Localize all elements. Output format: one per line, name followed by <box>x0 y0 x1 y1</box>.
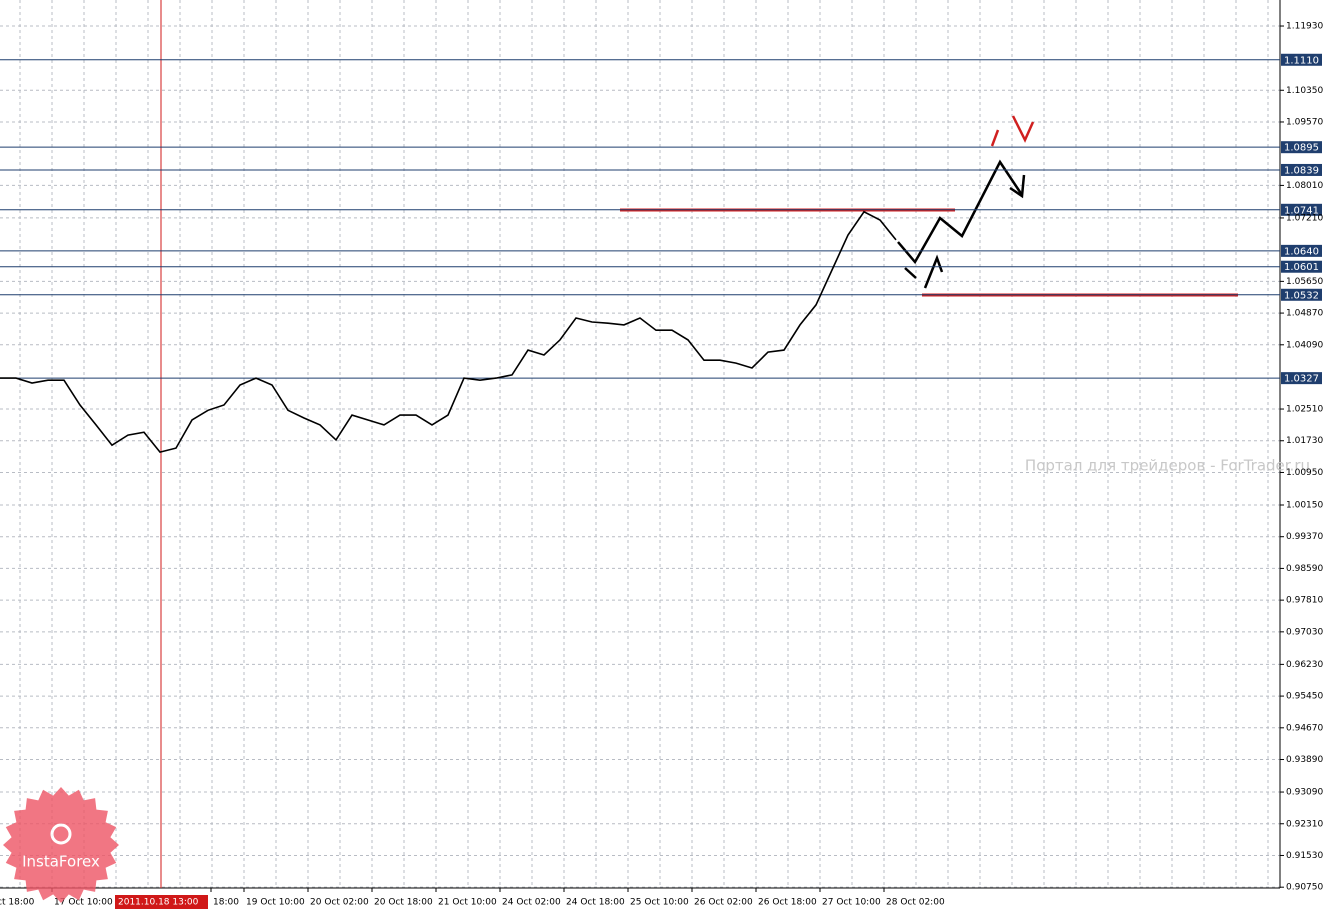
crosshair-label: 2011.10.18 13:00 <box>118 898 199 908</box>
forecast-arrow <box>1009 174 1026 199</box>
level-label: 1.0839 <box>1284 165 1319 176</box>
forecast-arrow <box>923 254 944 289</box>
watermark: Портал для трейдеров - ForTrader.ru <box>1025 457 1310 475</box>
y-tick-label: 1.10350 <box>1286 86 1323 96</box>
y-tick-label: 1.09570 <box>1286 117 1323 127</box>
level-label: 1.0640 <box>1284 246 1319 257</box>
y-tick-label: 1.04870 <box>1286 309 1323 319</box>
y-tick-label: 1.08010 <box>1286 181 1323 191</box>
level-label: 1.0601 <box>1284 262 1319 273</box>
y-tick-label: 0.93090 <box>1286 788 1323 798</box>
y-tick-label: 0.94670 <box>1286 723 1323 733</box>
y-tick-label: 1.00150 <box>1286 500 1323 510</box>
y-tick-label: 1.07210 <box>1286 213 1323 223</box>
x-tick-label: 19 Oct 10:00 <box>246 898 305 908</box>
y-tick-label: 0.99370 <box>1286 532 1323 542</box>
red-dash <box>990 129 1000 147</box>
y-tick-label: 0.98590 <box>1286 564 1323 574</box>
y-tick-label: 1.00950 <box>1286 468 1323 478</box>
y-tick-label: 0.96230 <box>1286 660 1323 670</box>
level-box <box>1281 163 1322 176</box>
logo-badge <box>3 787 119 903</box>
x-tick-label: 17 Oct 10:00 <box>54 898 113 908</box>
red-arrow <box>1011 115 1035 143</box>
grid <box>0 0 1280 888</box>
y-tick-label: 0.92310 <box>1286 819 1323 829</box>
x-tick-label: 20 Oct 18:00 <box>374 898 433 908</box>
level-box <box>1281 372 1322 385</box>
level-box <box>1281 203 1322 216</box>
y-tick-label: 0.93890 <box>1286 755 1323 765</box>
level-label: 1.0327 <box>1284 374 1319 385</box>
level-box <box>1281 260 1322 273</box>
levels: 1.1110 1.0895 1.0839 1.0741 1.0640 1.0601 1.05… <box>0 53 1322 385</box>
x-tick-label: 27 Oct 10:00 <box>822 898 881 908</box>
logo: InstaForex <box>3 787 119 903</box>
y-tick-label: 1.01730 <box>1286 436 1323 446</box>
y-tick-label: 0.97810 <box>1286 596 1323 606</box>
y-tick-label: 0.91530 <box>1286 851 1323 861</box>
x-tick-label: 28 Oct 02:00 <box>886 898 945 908</box>
crosshair-label-box <box>115 895 208 909</box>
y-tick-label: 0.95450 <box>1286 692 1323 702</box>
y-tick-label: 1.05650 <box>1286 277 1323 287</box>
x-tick-label: 18:00 <box>213 898 239 908</box>
x-tick-label: 24 Oct 02:00 <box>502 898 561 908</box>
x-tick-label: 25 Oct 10:00 <box>630 898 689 908</box>
level-box <box>1281 53 1322 66</box>
y-tick-label: 1.11930 <box>1286 22 1323 32</box>
level-label: 1.0741 <box>1284 205 1319 216</box>
time-labels: Oct 18:00 17 Oct 10:00 18:00 19 Oct 10:00 20… <box>0 888 945 908</box>
x-tick-label: 20 Oct 02:00 <box>310 898 369 908</box>
forecast-path <box>897 159 1024 265</box>
x-tick-label: 24 Oct 18:00 <box>566 898 625 908</box>
level-box <box>1281 288 1322 301</box>
level-label: 1.0532 <box>1284 290 1319 301</box>
price-line <box>0 210 897 454</box>
y-tick-label: 0.97030 <box>1286 627 1323 637</box>
y-tick-label: 1.02510 <box>1286 405 1323 415</box>
level-label: 1.0895 <box>1284 143 1319 154</box>
x-tick-label: 26 Oct 18:00 <box>758 898 817 908</box>
level-label: 1.1110 <box>1284 55 1319 66</box>
x-tick-label: 26 Oct 02:00 <box>694 898 753 908</box>
level-box <box>1281 244 1322 257</box>
y-tick-label: 1.04090 <box>1286 340 1323 350</box>
level-box <box>1281 141 1322 154</box>
x-tick-label: Oct 18:00 <box>0 898 35 908</box>
logo-icon <box>50 823 72 845</box>
price-series <box>0 210 897 454</box>
logo-text: InstaForex <box>22 853 100 871</box>
x-tick-label: 21 Oct 10:00 <box>438 898 497 908</box>
y-tick-label: 0.90750 <box>1286 883 1323 893</box>
forecast-dash <box>904 267 917 279</box>
